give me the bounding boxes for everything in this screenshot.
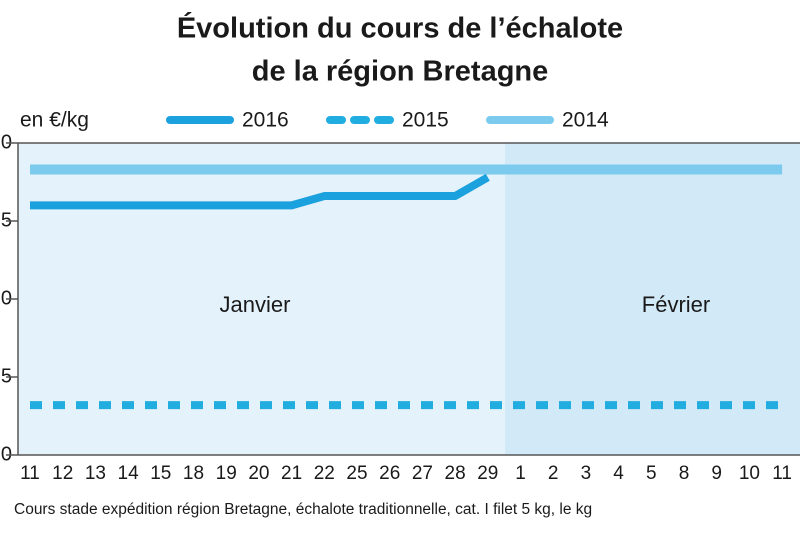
chart-title: Évolution du cours de l’échalote [177,11,623,45]
series-line [30,173,490,210]
x-tick-label: 14 [118,463,140,484]
x-tick-label: 29 [477,463,498,484]
x-tick-label: 13 [85,463,106,484]
x-tick-label: 11 [772,463,792,484]
x-tick-label: 3 [581,463,592,484]
y-axis-label: en €/kg [20,109,89,132]
x-tick-label: 1 [515,463,526,484]
chart-subtitle: de la région Bretagne [252,56,549,88]
month-label: Janvier [220,292,291,317]
x-tick-label: 10 [739,463,760,484]
x-tick-label: 28 [445,463,466,484]
x-tick-label: 21 [281,463,302,484]
x-tick-label: 11 [20,463,40,484]
x-tick-label: 2 [548,463,559,484]
x-tick-label: 15 [150,463,171,484]
x-tick-label: 18 [183,463,204,484]
legend-label: 2014 [562,109,609,132]
x-tick-label: 27 [412,463,433,484]
footnote: Cours stade expédition région Bretagne, … [14,501,592,518]
x-tick-label: 8 [679,463,690,484]
x-tick-label: 19 [216,463,237,484]
legend-label: 2015 [402,109,449,132]
month-label: Février [642,292,710,317]
x-tick-label: 9 [711,463,722,484]
x-tick-label: 26 [379,463,400,484]
x-tick-label: 4 [613,463,624,484]
x-tick-label: 20 [248,463,269,484]
x-tick-label: 25 [346,463,367,484]
x-tick-label: 12 [52,463,73,484]
x-tick-label: 22 [314,463,335,484]
legend-label: 2016 [242,109,289,132]
x-tick-label: 5 [646,463,657,484]
